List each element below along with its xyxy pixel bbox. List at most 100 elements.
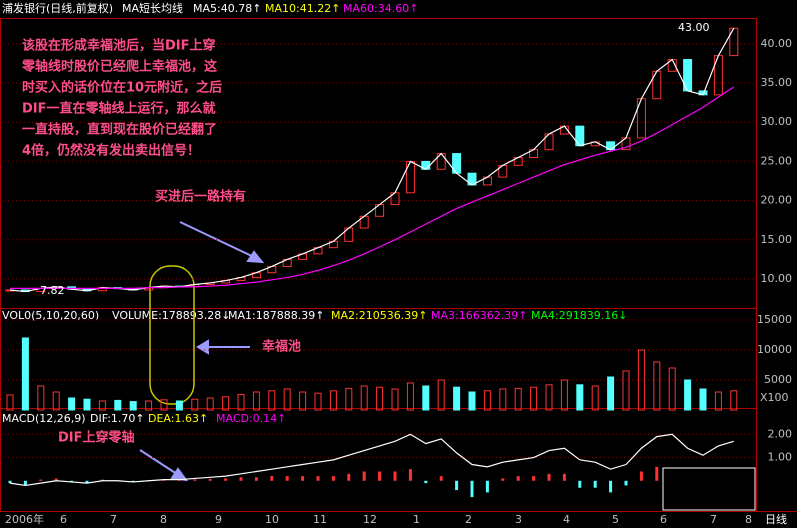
volume-bar (560, 379, 568, 411)
dif-line (9, 433, 734, 487)
arrows (139, 221, 265, 482)
volume-bar (68, 397, 76, 411)
volume-bar (576, 384, 584, 411)
x-tick-label: 1 (413, 513, 420, 526)
volume-bar (437, 379, 445, 411)
vol-ma4: MA4:291839.16↓ (531, 309, 627, 322)
x-tick-label: 8 (745, 513, 752, 526)
ma60-value: MA60:34.60↑ (343, 2, 418, 15)
y-tick-label: 25.00 (761, 154, 793, 167)
volume-bar (83, 398, 91, 411)
x-tick-label: 5 (612, 513, 619, 526)
note-line: 该股在形成幸福池后，当DIF上穿 (22, 38, 216, 54)
x-tick-label: 2006年 (5, 512, 44, 526)
volume-bar (684, 379, 692, 411)
volume-bar (252, 391, 260, 411)
x-tick-label: 12 (363, 513, 377, 526)
y-tick-label: 1.00 (768, 451, 793, 464)
x-tick-label: 8 (160, 513, 167, 526)
macd-dea: DEA:1.63↑ (148, 412, 208, 425)
vol-name: VOL0(5,10,20,60) (2, 309, 99, 322)
volume-bar (52, 391, 60, 411)
y-tick-label: 5000 (764, 373, 792, 386)
ma60-line (10, 86, 735, 290)
volume-bar (268, 390, 276, 411)
macd-name: MACD(12,26,9) (2, 412, 86, 425)
note-line: 4倍，仍然没有发出卖出信号！ (22, 143, 200, 159)
x-tick-label: 9 (215, 513, 222, 526)
vol-unit: X100 (760, 391, 789, 404)
x-tick-label: 日线 (765, 512, 787, 526)
volume-bar (483, 390, 491, 411)
vol-value: VOLUME:178893.28↓ (112, 309, 230, 322)
volume-bar (360, 385, 368, 411)
volume-bar (668, 367, 676, 411)
volume-bar (545, 384, 553, 411)
indicator-name: MA短长均线 (122, 1, 183, 15)
note-line: 一直持股，直到现在股价已经翻了 (22, 122, 217, 138)
y-tick-label: 15000 (757, 313, 792, 326)
volume-bar (191, 398, 199, 411)
macd-value: MACD:0.14↑ (216, 412, 286, 425)
y-tick-label: 10000 (757, 343, 792, 356)
volume-bar (730, 390, 738, 411)
volume-bar (237, 393, 245, 411)
volume-bar (468, 391, 476, 411)
vol-ma1: MA1:187888.39↑ (228, 309, 324, 322)
volume-bar (21, 337, 29, 411)
volume-bar (530, 386, 538, 411)
volume-bar (637, 349, 645, 411)
note-line: 时买入的话价位在10元附近，之后 (22, 80, 222, 96)
y-tick-label: 20.00 (761, 194, 793, 207)
high-label: 43.00 (678, 21, 710, 34)
vol-ma2: MA2:210536.39↑ (331, 309, 427, 322)
note-line: DIF一直在零轴线上运行，那么就 (22, 101, 216, 117)
volume-bar (114, 399, 122, 411)
pool-annotation: 幸福池 (262, 339, 301, 355)
pool-outline (149, 265, 195, 405)
blank-box (662, 467, 756, 511)
volume-bar (37, 385, 45, 411)
x-tick-label: 10 (265, 513, 279, 526)
volume-bar (329, 390, 337, 411)
volume-bar (391, 388, 399, 411)
cross-annotation: DIF上穿零轴 (58, 430, 135, 446)
y-tick-label: 10.00 (761, 272, 793, 285)
volume-bar (160, 399, 168, 411)
close-line (9, 27, 735, 293)
volume-bar (6, 394, 14, 411)
volume-bar (376, 386, 384, 411)
volume-bar (345, 387, 353, 411)
ma10-value: MA10:41.22↑ (265, 2, 340, 15)
volume-bar (622, 370, 630, 411)
x-tick-label: 6 (60, 513, 67, 526)
volume-bar (699, 388, 707, 411)
volume-bar (129, 401, 137, 411)
x-tick-label: 3 (515, 513, 522, 526)
y-tick-label: 40.00 (761, 37, 793, 50)
volume-bar (222, 396, 230, 411)
volume-bar (453, 386, 461, 411)
x-tick-label: 2 (465, 513, 472, 526)
y-tick-label: 30.00 (761, 115, 793, 128)
volume-bar (607, 376, 615, 411)
stock-name: 浦发银行(日线,前复权) (2, 1, 113, 15)
x-tick-label: 7 (110, 513, 117, 526)
volume-bar (714, 391, 722, 411)
x-tick-label: 11 (313, 513, 327, 526)
hold-annotation: 买进后一路持有 (155, 189, 246, 205)
volume-bar (514, 387, 522, 411)
ma5-value: MA5:40.78↑ (193, 2, 261, 15)
volume-bar (175, 400, 183, 411)
frames (0, 18, 797, 512)
volume-bar (299, 391, 307, 411)
volume-bar (653, 361, 661, 411)
volume-bar (145, 400, 153, 411)
x-tick-label: 7 (710, 513, 717, 526)
volume-bar (406, 382, 414, 411)
x-tick-label: 6 (660, 513, 667, 526)
volume-bar (422, 385, 430, 411)
volume-bar (499, 388, 507, 411)
